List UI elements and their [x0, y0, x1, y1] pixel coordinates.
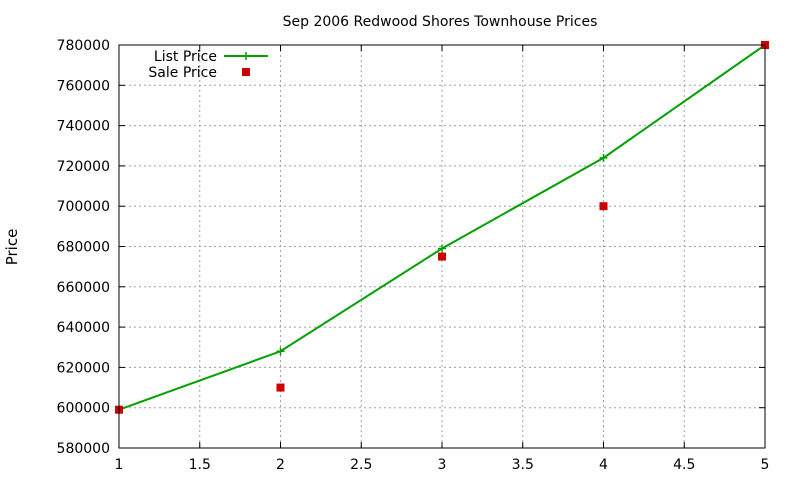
list-price-point	[599, 153, 608, 162]
y-axis-label: Price	[3, 229, 21, 266]
list-price-point	[438, 244, 446, 253]
x-tick-label: 2	[276, 457, 285, 473]
y-tick-label: 700000	[57, 199, 110, 215]
plot-frame	[118, 44, 766, 449]
y-tick-label: 640000	[57, 320, 110, 336]
legend-label-sale-price: Sale Price	[148, 65, 217, 81]
y-tick-label: 680000	[57, 240, 110, 256]
y-tick-label: 600000	[57, 401, 110, 417]
x-tick-label: 1.5	[189, 457, 211, 473]
y-tick-label: 720000	[57, 159, 110, 175]
x-tick-label: 1	[115, 457, 124, 473]
x-tick-label: 5	[761, 457, 770, 473]
y-tick-label: 760000	[57, 78, 110, 94]
legend-marker-list-price	[242, 52, 250, 60]
y-tick-label: 620000	[57, 360, 110, 376]
y-tick-label: 580000	[57, 441, 110, 457]
legend-marker-sale-price	[242, 68, 250, 76]
legend-label-list-price: List Price	[154, 49, 217, 65]
x-tick-label: 4	[599, 457, 608, 473]
sale-price-point	[276, 383, 285, 392]
x-tick-label: 3.5	[512, 457, 534, 473]
y-tick-label: 780000	[57, 38, 110, 54]
sale-price-point	[438, 252, 446, 261]
sale-price-point	[599, 202, 608, 211]
y-tick-label: 740000	[57, 119, 110, 135]
y-tick-label: 660000	[57, 280, 110, 296]
axis-ticks: 1 1.5 2 2.5 3 3.5 4 4.5 5 580000 600000 620000 64000…	[57, 38, 770, 473]
list-price-point	[276, 347, 285, 356]
x-tick-label: 2.5	[350, 457, 372, 473]
x-tick-label: 4.5	[673, 457, 695, 473]
x-tick-label: 3	[438, 457, 447, 473]
chart-title: Sep 2006 Redwood Shores Townhouse Prices	[283, 14, 598, 30]
